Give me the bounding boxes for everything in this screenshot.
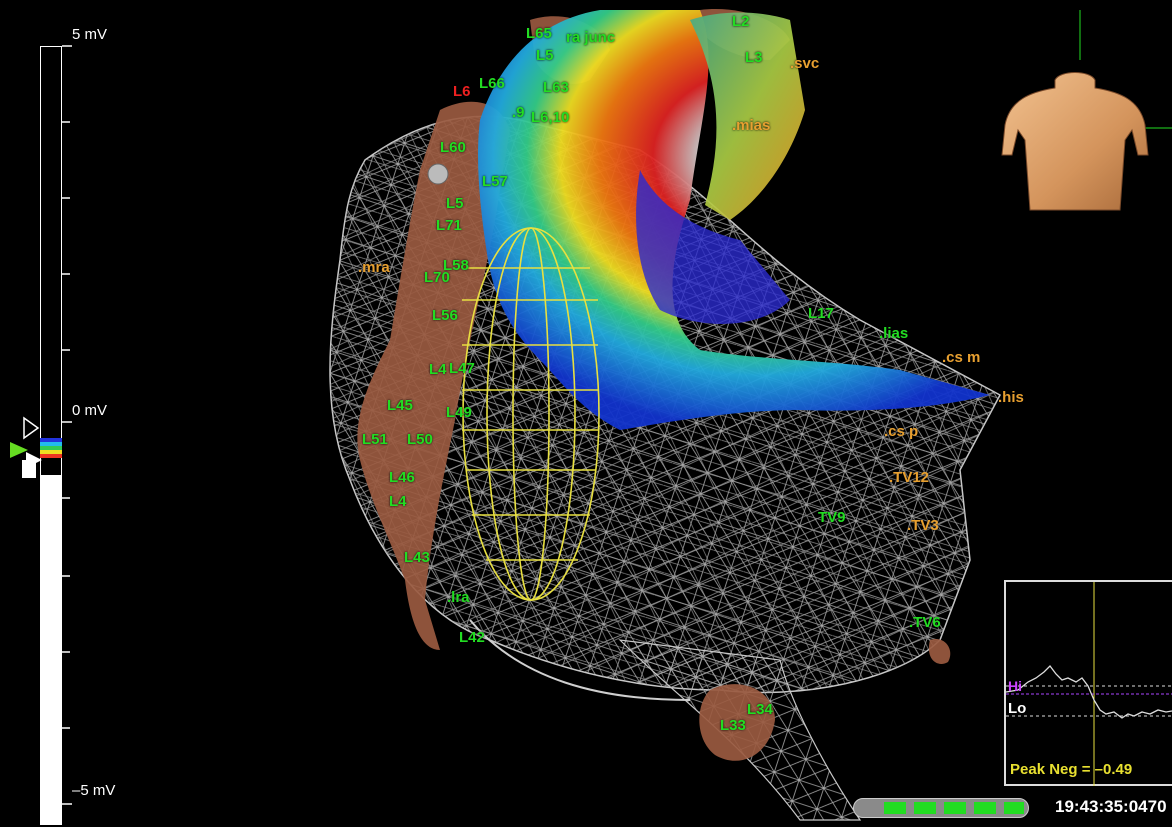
progress-segment [884, 802, 906, 814]
map-label[interactable]: L42 [459, 629, 485, 646]
scale-bar-lower [40, 475, 62, 825]
timestamp: 19:43:35:0470 [1055, 797, 1167, 816]
map-label[interactable]: L63 [543, 79, 569, 96]
map-label[interactable]: .cs p [884, 423, 919, 440]
hi-threshold-label: Hi [1008, 678, 1022, 694]
map-label[interactable]: L57 [482, 173, 508, 190]
map-label[interactable]: .lra [447, 589, 470, 606]
scale-bar-upper [40, 46, 62, 475]
map-label[interactable]: L5 [536, 47, 554, 64]
map-label[interactable]: L33 [720, 717, 746, 734]
map-label[interactable]: L56 [432, 307, 458, 324]
map-label[interactable]: .TV6 [909, 614, 941, 631]
map-label[interactable]: TV9 [818, 509, 846, 526]
voltage-scale[interactable]: 5 mV 0 mV –5 mV [0, 20, 140, 825]
map-label[interactable]: L3 [745, 49, 763, 66]
threshold-slider[interactable] [10, 416, 42, 478]
scale-zero-label: 0 mV [72, 402, 108, 419]
playback-progress-bar[interactable] [853, 798, 1029, 818]
progress-segment [974, 802, 996, 814]
map-label[interactable]: L58 [443, 257, 469, 274]
map-label[interactable]: L71 [436, 217, 462, 234]
map-label[interactable]: L46 [389, 469, 415, 486]
torso-orientation-icon[interactable] [1000, 70, 1150, 220]
map-label[interactable]: L51 [362, 431, 388, 448]
activation-surface [477, 10, 991, 430]
map-label[interactable]: L5 [446, 195, 464, 212]
map-label[interactable]: L17 [808, 305, 834, 322]
scale-ticks [10, 45, 72, 805]
lo-threshold-label: Lo [1008, 700, 1027, 717]
map-label[interactable]: L66 [479, 75, 505, 92]
map-label[interactable]: .TV3 [907, 517, 939, 534]
catheter-basket [462, 227, 600, 601]
map-label[interactable]: L34 [747, 701, 773, 718]
map-label[interactable]: L2 [732, 13, 750, 30]
map-label[interactable]: L43 [404, 549, 430, 566]
progress-segment [914, 802, 936, 814]
map-label[interactable]: L45 [387, 397, 413, 414]
map-label[interactable]: L4 [389, 493, 407, 510]
map-label[interactable]: L50 [407, 431, 433, 448]
map-label[interactable]: .9 [512, 104, 525, 121]
progress-segment [1004, 802, 1024, 814]
waveform [1006, 582, 1172, 786]
map-label[interactable]: ra junc [566, 29, 616, 46]
map-label[interactable]: .lias [879, 325, 909, 342]
map-label[interactable]: .mra [358, 259, 390, 276]
scale-max-label: 5 mV [72, 26, 108, 43]
peak-negative-readout: Peak Neg = –0.49 [1010, 761, 1133, 778]
progress-segment [944, 802, 966, 814]
map-label[interactable]: L4 [429, 361, 447, 378]
map-label[interactable]: L6 [453, 83, 471, 100]
map-label[interactable]: L65 [526, 25, 552, 42]
map-label[interactable]: L70 [424, 269, 450, 286]
map-label[interactable]: .his [998, 389, 1024, 406]
ablation-marker [427, 163, 449, 185]
map-label[interactable]: .mias [732, 117, 771, 134]
map-label[interactable]: .svc [790, 55, 820, 72]
map-label[interactable]: L6,10 [531, 109, 570, 126]
map-label[interactable]: .TV12 [889, 469, 930, 486]
map-label[interactable]: L47 [449, 360, 475, 377]
map-label[interactable]: .cs m [942, 349, 981, 366]
signal-panel[interactable]: Hi Lo Peak Neg = –0.49 [1004, 580, 1172, 786]
map-label[interactable]: L49 [446, 404, 472, 421]
scale-min-label: –5 mV [72, 782, 116, 799]
map-label[interactable]: L60 [440, 139, 466, 156]
